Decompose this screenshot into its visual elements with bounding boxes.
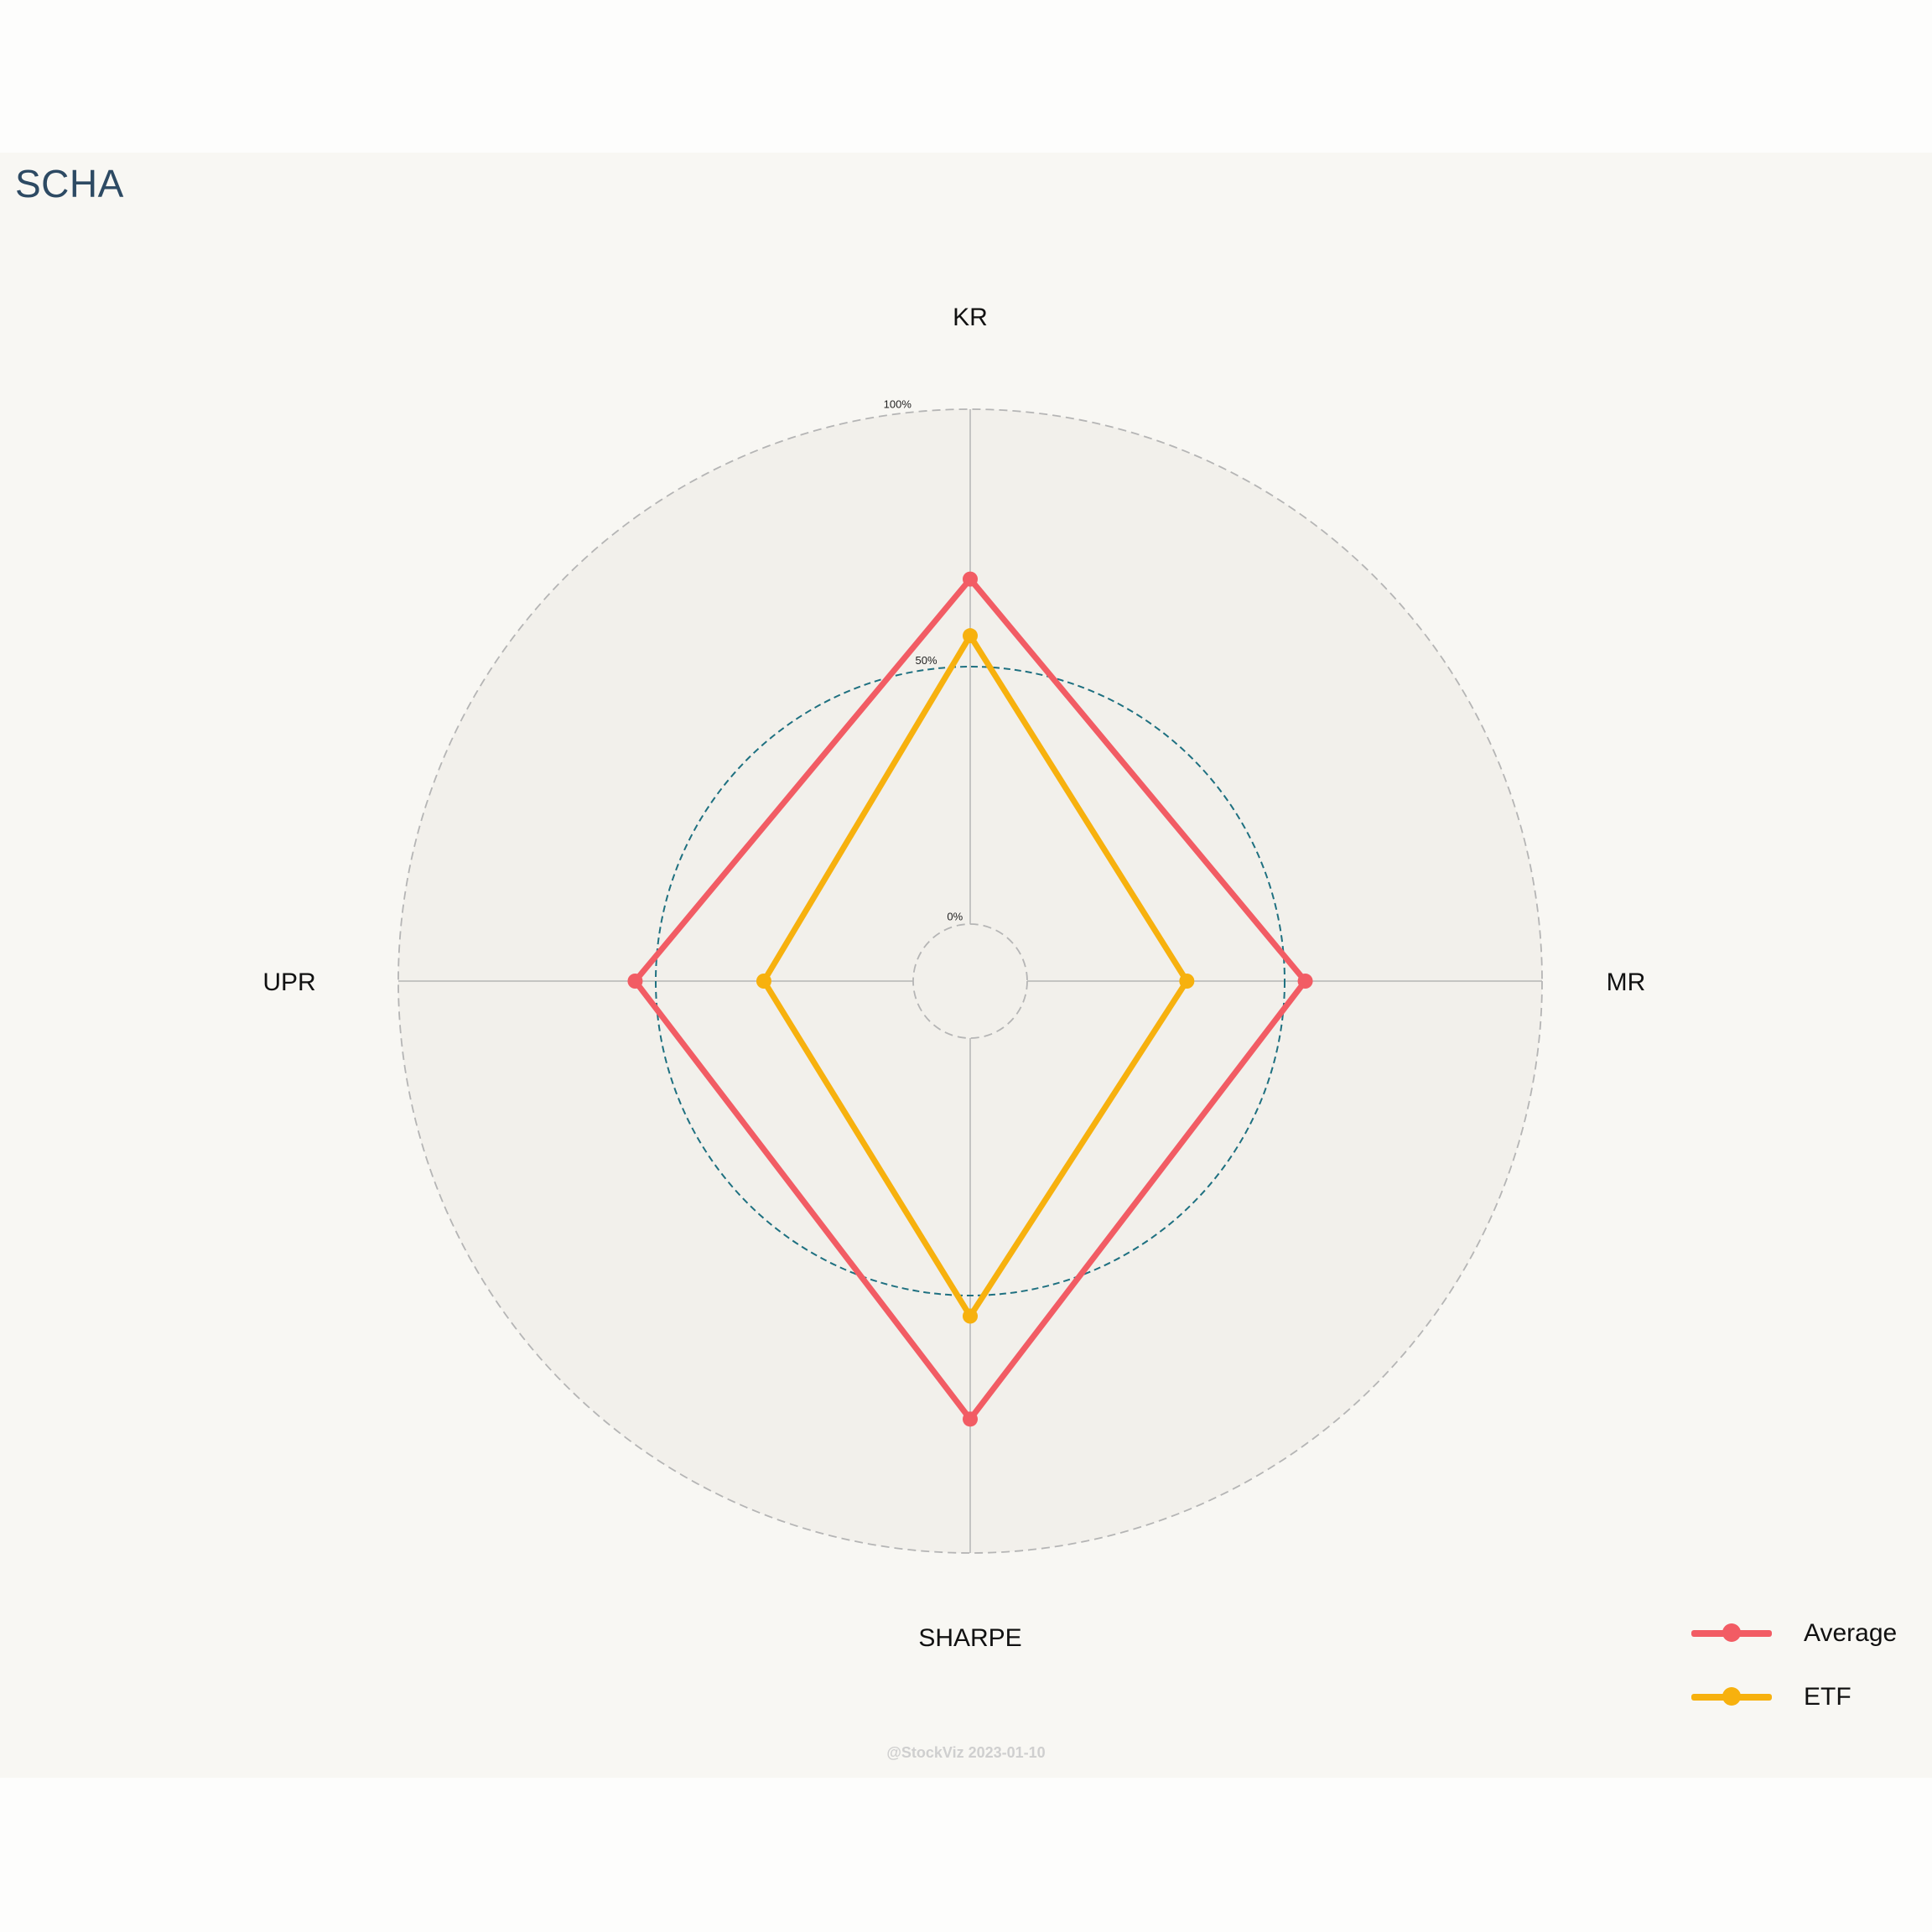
legend-swatch-etf: [1691, 1687, 1772, 1706]
series-point-average-kr: [963, 571, 978, 587]
tick-label-0: 0%: [947, 910, 963, 922]
tick-label-100: 100%: [884, 397, 912, 410]
series-point-etf-upr: [756, 974, 771, 989]
legend-marker-etf: [1722, 1687, 1741, 1706]
axis-label-upr: UPR: [262, 969, 315, 996]
tick-label-50: 50%: [916, 654, 937, 667]
ring-0: [912, 923, 1028, 1039]
legend-label-etf: ETF: [1804, 1683, 1852, 1711]
legend-swatch-average: [1691, 1623, 1772, 1642]
legend: Average ETF: [1685, 1602, 1920, 1729]
series-point-etf-mr: [1179, 974, 1195, 989]
chart-title: SCHA: [15, 162, 124, 205]
axis-label-sharpe: SHARPE: [918, 1624, 1021, 1652]
axis-label-kr: KR: [953, 304, 988, 331]
legend-marker-average: [1722, 1623, 1741, 1642]
ring-100: [397, 408, 1543, 1554]
ring-50: [655, 666, 1285, 1296]
axis-label-mr: MR: [1607, 969, 1646, 996]
plot-area-background: [398, 409, 1542, 1553]
legend-item-etf[interactable]: ETF: [1685, 1665, 1920, 1729]
legend-item-average[interactable]: Average: [1685, 1602, 1920, 1665]
series-point-average-sharpe: [963, 1411, 978, 1427]
watermark: @StockViz 2023-01-10: [886, 1744, 1046, 1761]
series-point-etf-kr: [963, 628, 978, 644]
legend-label-average: Average: [1804, 1619, 1898, 1647]
series-point-average-mr: [1297, 974, 1313, 989]
series-point-average-upr: [627, 974, 643, 989]
series-point-etf-sharpe: [963, 1308, 978, 1324]
